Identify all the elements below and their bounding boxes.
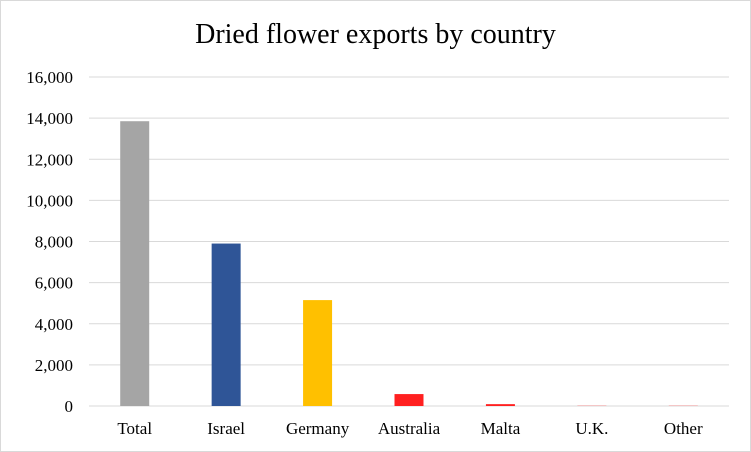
bar-israel: [211, 243, 241, 406]
y-tick-label: 16,000: [26, 68, 73, 87]
x-tick-label: U.K.: [575, 419, 608, 438]
y-tick-label: 2,000: [35, 356, 73, 375]
y-tick-label: 8,000: [35, 233, 73, 252]
bar-total: [120, 121, 150, 406]
x-tick-label: Germany: [286, 419, 350, 438]
y-tick-label: 10,000: [26, 191, 73, 210]
y-tick-label: 6,000: [35, 274, 73, 293]
bar-germany: [303, 300, 333, 406]
bar-australia: [394, 394, 424, 406]
x-tick-label: Israel: [207, 419, 245, 438]
y-tick-label: 14,000: [26, 109, 73, 128]
x-tick-label: Other: [664, 419, 703, 438]
x-tick-label: Total: [117, 419, 152, 438]
y-tick-label: 0: [65, 397, 74, 416]
x-tick-label: Malta: [481, 419, 521, 438]
y-tick-label: 4,000: [35, 315, 73, 334]
x-tick-label: Australia: [378, 419, 441, 438]
y-tick-label: 12,000: [26, 150, 73, 169]
chart-title: Dried flower exports by country: [195, 19, 556, 50]
bar-malta: [485, 404, 515, 406]
